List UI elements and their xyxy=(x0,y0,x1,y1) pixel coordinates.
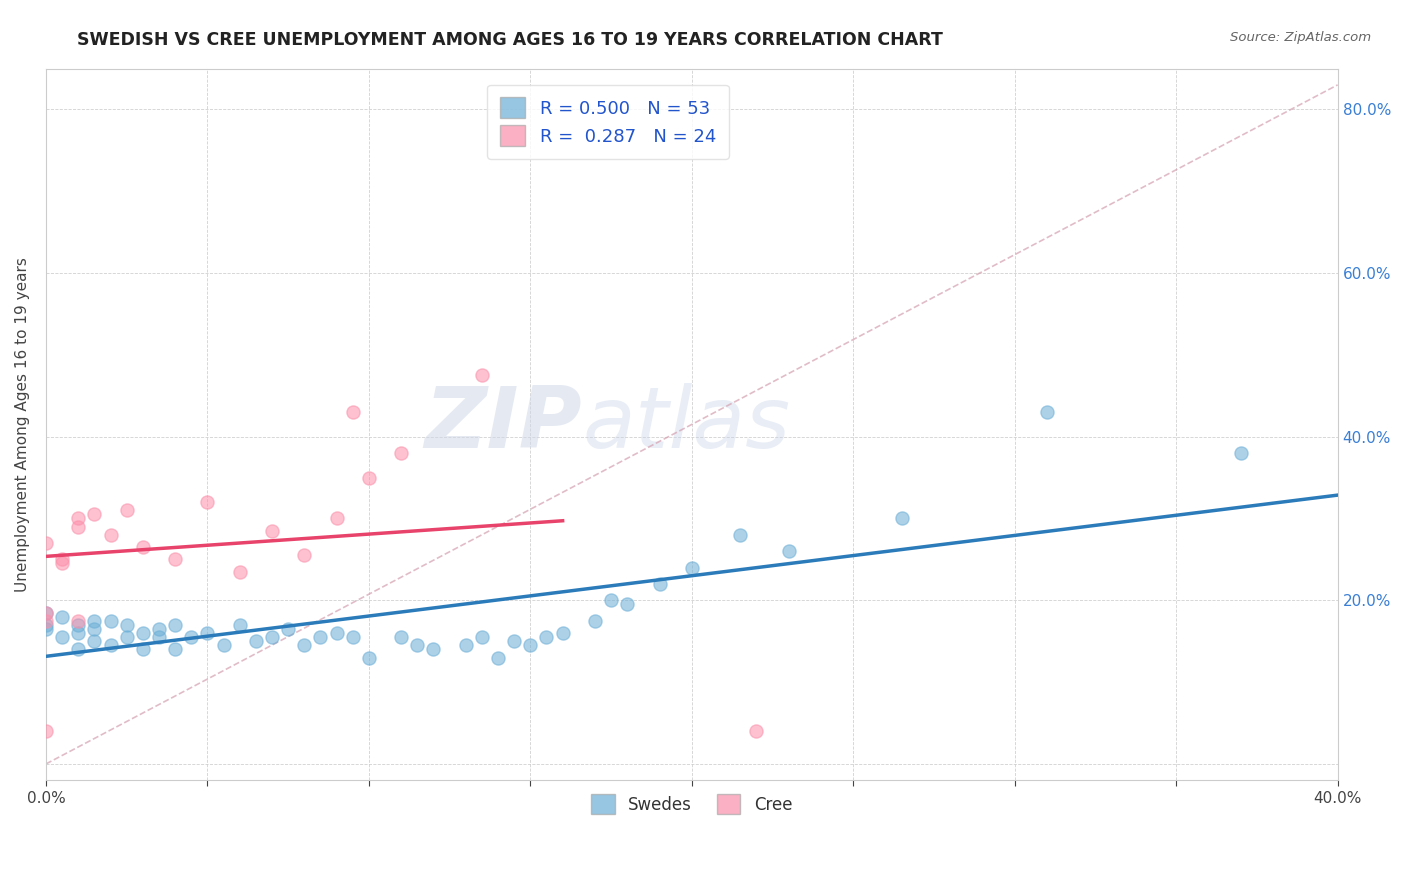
Cree xyxy=(67,511,90,525)
Cree xyxy=(67,519,90,533)
Swedes xyxy=(115,618,138,632)
Swedes xyxy=(357,650,380,665)
Cree xyxy=(325,511,347,525)
Swedes xyxy=(260,630,283,644)
Swedes xyxy=(83,622,105,636)
Swedes xyxy=(148,630,170,644)
Swedes xyxy=(536,630,558,644)
Swedes xyxy=(342,630,364,644)
Cree xyxy=(389,446,412,460)
Cree xyxy=(471,368,494,383)
Swedes xyxy=(35,606,58,620)
Swedes xyxy=(406,638,429,652)
Swedes xyxy=(228,618,250,632)
Cree xyxy=(35,614,58,628)
Swedes xyxy=(67,626,90,640)
Swedes xyxy=(292,638,315,652)
Cree xyxy=(115,503,138,517)
Cree xyxy=(197,495,219,509)
Swedes xyxy=(471,630,494,644)
Cree xyxy=(100,528,122,542)
Swedes xyxy=(778,544,800,558)
Swedes xyxy=(165,642,187,657)
Cree xyxy=(51,552,73,566)
Swedes xyxy=(35,618,58,632)
Swedes xyxy=(100,638,122,652)
Swedes xyxy=(132,642,155,657)
Cree xyxy=(260,524,283,538)
Swedes xyxy=(600,593,623,607)
Y-axis label: Unemployment Among Ages 16 to 19 years: Unemployment Among Ages 16 to 19 years xyxy=(15,257,30,592)
Cree xyxy=(292,549,315,563)
Swedes xyxy=(728,528,751,542)
Text: Source: ZipAtlas.com: Source: ZipAtlas.com xyxy=(1230,31,1371,45)
Cree xyxy=(51,557,73,571)
Swedes xyxy=(100,614,122,628)
Swedes xyxy=(325,626,347,640)
Cree xyxy=(357,470,380,484)
Swedes xyxy=(890,511,912,525)
Cree xyxy=(67,614,90,628)
Swedes xyxy=(180,630,202,644)
Swedes xyxy=(197,626,219,640)
Text: atlas: atlas xyxy=(582,383,790,466)
Cree xyxy=(132,540,155,554)
Swedes xyxy=(454,638,477,652)
Swedes xyxy=(503,634,526,648)
Swedes xyxy=(551,626,574,640)
Swedes xyxy=(51,630,73,644)
Swedes xyxy=(165,618,187,632)
Swedes xyxy=(422,642,444,657)
Swedes xyxy=(115,630,138,644)
Legend: Swedes, Cree: Swedes, Cree xyxy=(579,783,804,825)
Swedes xyxy=(648,577,671,591)
Cree xyxy=(228,565,250,579)
Cree xyxy=(745,724,768,739)
Cree xyxy=(83,508,105,522)
Swedes xyxy=(67,618,90,632)
Swedes xyxy=(51,609,73,624)
Swedes xyxy=(389,630,412,644)
Swedes xyxy=(212,638,235,652)
Swedes xyxy=(132,626,155,640)
Swedes xyxy=(681,560,703,574)
Swedes xyxy=(148,622,170,636)
Swedes xyxy=(277,622,299,636)
Cree xyxy=(35,724,58,739)
Swedes xyxy=(1036,405,1059,419)
Swedes xyxy=(67,642,90,657)
Cree xyxy=(35,536,58,550)
Cree xyxy=(165,552,187,566)
Swedes xyxy=(486,650,509,665)
Swedes xyxy=(245,634,267,648)
Swedes xyxy=(1229,446,1251,460)
Text: SWEDISH VS CREE UNEMPLOYMENT AMONG AGES 16 TO 19 YEARS CORRELATION CHART: SWEDISH VS CREE UNEMPLOYMENT AMONG AGES … xyxy=(77,31,943,49)
Cree xyxy=(342,405,364,419)
Cree xyxy=(35,606,58,620)
Swedes xyxy=(83,634,105,648)
Swedes xyxy=(519,638,541,652)
Swedes xyxy=(35,622,58,636)
Swedes xyxy=(583,614,606,628)
Swedes xyxy=(309,630,332,644)
Text: ZIP: ZIP xyxy=(425,383,582,466)
Swedes xyxy=(83,614,105,628)
Swedes xyxy=(616,598,638,612)
